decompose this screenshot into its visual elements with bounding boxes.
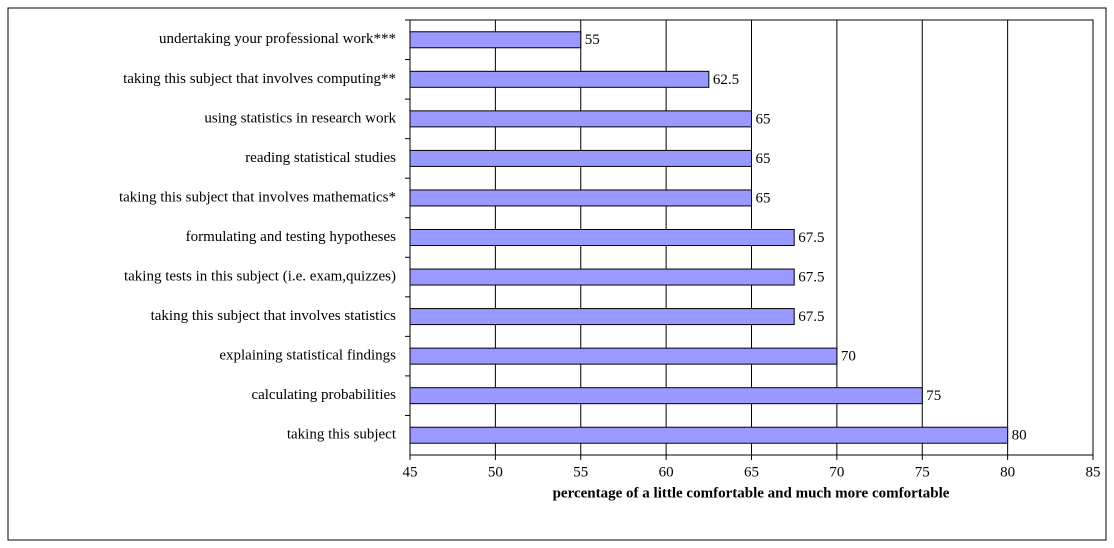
data-label: 67.5: [798, 269, 824, 285]
data-label: 55: [585, 32, 600, 48]
x-axis-label: percentage of a little comfortable and m…: [553, 485, 950, 501]
data-label: 70: [841, 349, 856, 365]
y-tick-label: formulating and testing hypotheses: [186, 229, 397, 245]
x-tick-label: 75: [915, 464, 930, 480]
data-label: 80: [1012, 428, 1027, 444]
data-label: 67.5: [798, 309, 824, 325]
bar: [409, 189, 752, 207]
x-tick-label: 65: [744, 464, 759, 480]
x-tick-label: 55: [573, 464, 588, 480]
data-label: 65: [756, 111, 771, 127]
bar: [409, 347, 838, 365]
bar: [409, 31, 582, 49]
y-tick-label: taking this subject: [287, 427, 397, 443]
bar: [409, 229, 795, 246]
x-tick-label: 85: [1086, 464, 1101, 480]
y-tick-label: taking tests in this subject (i.e. exam,…: [124, 268, 396, 284]
y-tick-label: calculating probabilities: [251, 387, 396, 403]
y-tick-label: taking this subject that involves statis…: [151, 308, 397, 324]
bar: [409, 268, 795, 286]
y-tick-label: taking this subject that involves mathem…: [119, 189, 396, 205]
x-tick-label: 45: [403, 464, 418, 480]
x-tick-label: 70: [829, 464, 844, 480]
y-tick-label: undertaking your professional work***: [159, 31, 396, 47]
data-label: 75: [926, 388, 941, 404]
data-label: 65: [756, 151, 771, 167]
y-tick-label: using statistics in research work: [204, 110, 396, 126]
bar: [409, 110, 752, 128]
bar: [409, 149, 752, 167]
x-tick-label: 80: [1000, 464, 1015, 480]
data-label: 67.5: [798, 230, 824, 246]
y-tick-label: explaining statistical findings: [219, 348, 396, 364]
bar: [409, 387, 923, 405]
bar: [409, 308, 795, 326]
y-tick-label: reading statistical studies: [245, 150, 396, 166]
data-label: 65: [756, 190, 771, 206]
bar: [409, 70, 710, 88]
x-tick-label: 50: [488, 464, 503, 480]
x-tick-label: 60: [659, 464, 674, 480]
bar: [409, 426, 1009, 444]
data-label: 62.5: [713, 72, 739, 88]
y-tick-label: taking this subject that involves comput…: [123, 71, 396, 87]
